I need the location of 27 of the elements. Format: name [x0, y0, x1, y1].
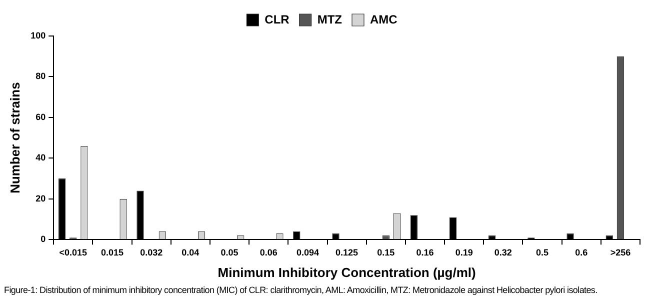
legend-label: CLR	[264, 12, 290, 26]
x-tick-label: 0.32	[494, 247, 512, 258]
x-tick-label: 0.032	[140, 247, 163, 258]
x-tick-label: 0.19	[455, 247, 473, 258]
x-tick-label: 0.16	[416, 247, 434, 258]
y-tick-label: 0	[40, 234, 46, 244]
text: Figure-1: Distribution of minimum inhibitory concentration (MIC) of CLR: clarithromycin, AML: Amoxicillin, MTZ: Metronidazole against Helicobacter pylori isolates.	[4, 285, 598, 295]
x-tick-label: 0.04	[182, 247, 200, 258]
x-tick-label: 0.5	[536, 247, 549, 258]
x-axis-title: Minimum Inhibitory Concentration (µg/ml)	[218, 264, 476, 280]
y-tick-label: 100	[30, 30, 46, 40]
x-tick-label: 0.015	[100, 247, 124, 258]
y-tick-label: 20	[36, 193, 46, 204]
y-tick-label: 40	[36, 152, 46, 163]
x-tick-label: 0.05	[220, 247, 238, 258]
x-tick-label: 0.094	[296, 247, 319, 258]
x-tick-label: 0.6	[575, 247, 588, 258]
y-axis-title: Number of strains	[7, 82, 22, 194]
legend-label: MTZ	[317, 12, 342, 26]
y-tick-label: 60	[36, 112, 46, 122]
x-tick-label: <0.015	[59, 247, 88, 258]
y-tick-label: 80	[36, 71, 46, 82]
x-tick-label: 0.06	[260, 247, 278, 258]
x-tick-label: 0.15	[377, 247, 395, 258]
x-tick-label: >256	[610, 247, 631, 258]
x-tick-label: 0.125	[336, 247, 358, 258]
legend-label: AMC	[370, 12, 398, 26]
